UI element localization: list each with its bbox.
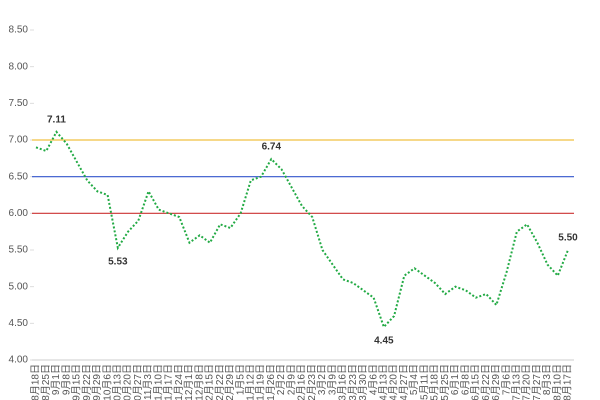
- x-tick-label: 11月10日: [152, 364, 164, 400]
- x-tick-label: 3月23日: [347, 364, 359, 400]
- y-tick-label: 6.00: [9, 208, 29, 219]
- x-tick-label: 2月2日: [275, 364, 287, 395]
- x-tick-label: 9月1日: [50, 364, 62, 395]
- x-tick-label: 2月16日: [296, 364, 308, 400]
- x-tick-label: 8月18日: [30, 364, 42, 400]
- x-tick-label: 9月8日: [60, 364, 72, 395]
- x-tick-label: 4月6日: [367, 364, 379, 395]
- x-tick-label: 1月19日: [255, 364, 267, 400]
- data-label: 6.74: [262, 142, 282, 153]
- x-tick-label: 11月24日: [173, 364, 185, 400]
- x-tick-label: 8月17日: [562, 364, 574, 400]
- x-tick-label: 6月15日: [470, 364, 482, 400]
- x-tick-label: 9月15日: [71, 364, 83, 400]
- x-tick-label: 10月20日: [122, 364, 134, 400]
- x-tick-label: 10月27日: [132, 364, 144, 400]
- x-tick-label: 10月6日: [101, 364, 113, 400]
- x-tick-label: 7月20日: [521, 364, 533, 400]
- x-tick-label: 7月27日: [531, 364, 543, 400]
- x-tick-label: 6月1日: [449, 364, 461, 395]
- x-tick-label: 12月8日: [193, 364, 205, 400]
- y-tick-label: 5.00: [9, 281, 29, 292]
- x-tick-label: 11月3日: [142, 364, 154, 400]
- data-label: 5.53: [108, 256, 128, 267]
- x-tick-label: 10月13日: [111, 364, 123, 400]
- x-tick-label: 4月13日: [377, 364, 389, 400]
- x-tick-label: 5月11日: [418, 364, 430, 400]
- x-tick-label: 12月1日: [183, 364, 195, 400]
- x-tick-label: 3月2日: [316, 364, 328, 395]
- x-tick-label: 12月22日: [214, 364, 226, 400]
- y-tick-label: 8.00: [9, 61, 29, 72]
- data-label: 5.50: [558, 233, 578, 244]
- x-tick-label: 8月10日: [551, 364, 563, 400]
- y-tick-label: 7.50: [9, 98, 29, 109]
- x-tick-label: 2月23日: [306, 364, 318, 400]
- x-tick-label: 1月5日: [234, 364, 246, 395]
- x-tick-label: 8月3日: [541, 364, 553, 395]
- data-label: 7.11: [47, 115, 66, 126]
- x-tick-label: 5月25日: [439, 364, 451, 400]
- data-label: 4.45: [374, 336, 394, 347]
- x-tick-label: 12月15日: [204, 364, 216, 400]
- x-tick-label: 3月30日: [357, 364, 369, 400]
- x-tick-label: 9月22日: [81, 364, 93, 400]
- y-tick-label: 4.50: [9, 318, 29, 329]
- x-tick-label: 7月13日: [510, 364, 522, 400]
- x-tick-label: 3月9日: [326, 364, 338, 395]
- x-tick-label: 7月6日: [500, 364, 512, 395]
- x-tick-label: 3月16日: [337, 364, 349, 400]
- x-tick-label: 6月8日: [459, 364, 471, 395]
- x-tick-label: 11月17日: [163, 364, 175, 400]
- x-tick-label: 1月26日: [265, 364, 277, 400]
- x-tick-label: 2月9日: [285, 364, 297, 395]
- data-line: [35, 130, 569, 329]
- x-tick-label: 5月4日: [408, 364, 420, 395]
- x-tick-label: 6月29日: [490, 364, 502, 400]
- y-tick-label: 6.50: [9, 171, 29, 182]
- x-tick-label: 12月29日: [224, 364, 236, 400]
- y-tick-label: 5.50: [9, 245, 29, 256]
- x-tick-label: 4月20日: [388, 364, 400, 400]
- x-tick-label: 1月12日: [244, 364, 256, 400]
- x-tick-label: 6月22日: [480, 364, 492, 400]
- y-tick-label: 8.50: [9, 25, 29, 36]
- x-tick-label: 4月27日: [398, 364, 410, 400]
- x-tick-label: 5月18日: [429, 364, 441, 400]
- y-tick-label: 4.00: [9, 355, 29, 366]
- x-tick-label: 9月29日: [91, 364, 103, 400]
- y-tick-label: 7.00: [9, 135, 29, 146]
- x-tick-label: 8月25日: [40, 364, 52, 400]
